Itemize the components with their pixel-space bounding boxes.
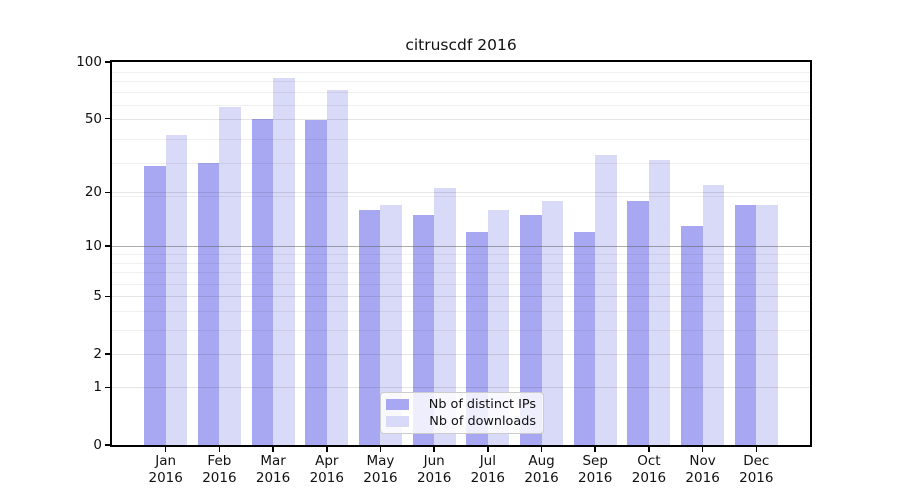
gridline-minor: [112, 311, 810, 313]
y-tick-label: 5: [93, 288, 102, 305]
bar-downloads: [434, 188, 456, 445]
x-tick-mark: [487, 447, 489, 452]
x-tick-mark: [540, 447, 543, 452]
bar-distinct_ips: [520, 214, 542, 445]
top-spine: [110, 60, 812, 62]
bar-distinct_ips: [573, 232, 596, 445]
gridline-major: [112, 192, 810, 194]
bar-distinct_ips: [412, 214, 435, 445]
y-tick-mark: [105, 245, 110, 247]
legend-swatch-downloads: [386, 416, 409, 427]
x-tick-mark: [379, 447, 382, 452]
bar-downloads: [380, 205, 402, 445]
bar-downloads: [595, 154, 617, 445]
y-tick-label: 20: [84, 184, 102, 201]
chart-title: citruscdf 2016: [405, 36, 517, 54]
legend-item-downloads: Nb of downloads: [386, 413, 536, 430]
bar-downloads: [219, 106, 241, 445]
bar-downloads: [273, 78, 295, 445]
x-tick-mark: [218, 447, 221, 452]
gridline-minor: [112, 162, 810, 164]
gridline-minor: [112, 196, 810, 198]
left-spine: [110, 60, 112, 447]
bar-downloads: [648, 160, 671, 445]
x-tick-mark: [326, 447, 328, 452]
x-tick-label: Mar 2016: [255, 453, 291, 486]
legend: Nb of distinct IPs Nb of downloads: [380, 392, 544, 434]
bottom-spine: [110, 445, 812, 447]
y-tick-mark: [105, 295, 110, 298]
bar-distinct_ips: [305, 120, 327, 445]
y-tick-label: 100: [76, 54, 102, 70]
bar-distinct_ips: [681, 225, 703, 445]
bar-distinct_ips: [358, 209, 381, 445]
x-tick-label: Jan 2016: [148, 453, 183, 486]
gridline-minor: [112, 105, 810, 107]
gridline-minor: [112, 71, 810, 73]
bar-downloads: [165, 134, 188, 445]
gridline-major: [112, 296, 810, 298]
x-tick-mark: [594, 447, 596, 452]
gridline-minor: [112, 272, 810, 274]
legend-item-distinct-ips: Nb of distinct IPs: [386, 396, 536, 413]
y-tick-mark: [105, 444, 110, 446]
y-tick-label: 0: [93, 437, 102, 453]
gridline-minor: [112, 262, 810, 264]
y-tick-mark: [105, 117, 110, 120]
bar-distinct_ips: [466, 232, 488, 445]
gridline-major: [112, 353, 810, 355]
bar-distinct_ips: [251, 118, 274, 445]
x-tick-mark: [272, 447, 274, 452]
gridline-minor: [112, 81, 810, 83]
gridline-minor: [112, 92, 810, 94]
gridline-major: [112, 118, 810, 120]
x-tick-mark: [755, 447, 758, 452]
gridline-minor: [112, 253, 810, 255]
bar-downloads: [541, 200, 564, 445]
x-tick-label: Feb 2016: [202, 453, 237, 486]
bar-distinct_ips: [144, 165, 166, 445]
y-tick-label: 2: [93, 345, 102, 362]
gridline-major-10: [112, 246, 810, 247]
bar-downloads: [702, 184, 725, 445]
x-tick-label: Jul 2016: [470, 453, 506, 486]
x-tick-label: Dec 2016: [739, 453, 774, 486]
x-tick-label: May 2016: [363, 453, 398, 486]
x-tick-mark: [648, 447, 650, 452]
x-tick-mark: [701, 447, 704, 452]
x-tick-label: Aug 2016: [524, 453, 559, 486]
legend-label-distinct-ips: Nb of distinct IPs: [428, 397, 536, 412]
right-spine: [810, 60, 812, 447]
y-tick-label: 50: [84, 110, 102, 127]
x-tick-label: Apr 2016: [309, 453, 344, 486]
y-tick-mark: [105, 61, 110, 63]
x-tick-mark: [433, 447, 435, 452]
bar-distinct_ips: [197, 162, 220, 445]
gridline-minor: [112, 283, 810, 285]
bar-downloads: [326, 90, 349, 445]
gridline-minor: [112, 138, 810, 140]
y-tick-label: 10: [84, 238, 102, 254]
y-tick-mark: [105, 353, 110, 355]
x-tick-label: Oct 2016: [631, 453, 667, 486]
bar-downloads: [487, 209, 510, 445]
x-tick-label: Sep 2016: [578, 453, 613, 486]
bar-downloads: [756, 205, 778, 445]
gridline-major: [112, 387, 810, 389]
x-tick-mark: [164, 447, 167, 452]
x-tick-label: Jun 2016: [416, 453, 452, 486]
bar-distinct_ips: [627, 200, 649, 445]
y-tick-mark: [105, 386, 110, 389]
legend-label-downloads: Nb of downloads: [429, 414, 536, 429]
legend-swatch-distinct-ips: [386, 399, 409, 410]
y-tick-mark: [105, 191, 110, 194]
x-tick-label: Nov 2016: [685, 453, 720, 486]
gridline-minor: [112, 329, 810, 331]
y-tick-label: 1: [93, 379, 102, 396]
bar-distinct_ips: [734, 205, 757, 445]
